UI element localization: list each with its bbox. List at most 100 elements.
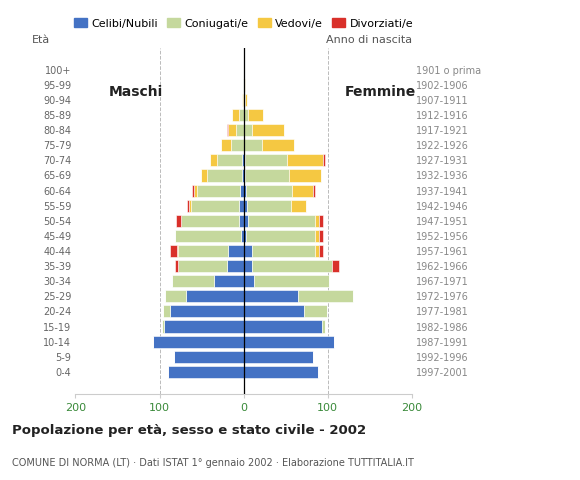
Bar (242, 155, 244, 167)
Bar (315, 245, 319, 257)
Bar (176, 215, 180, 227)
Bar (244, 321, 322, 333)
Bar (165, 290, 186, 302)
Bar (246, 230, 315, 242)
Bar (162, 321, 164, 333)
Bar (168, 366, 244, 378)
Bar (244, 305, 304, 317)
Bar (214, 275, 244, 287)
Bar (248, 109, 263, 121)
Text: Maschi: Maschi (109, 85, 164, 99)
Bar (240, 184, 244, 197)
Bar (252, 245, 315, 257)
Bar (180, 215, 182, 227)
Bar (238, 215, 244, 227)
Bar (244, 79, 245, 91)
Bar (287, 155, 322, 167)
Bar (187, 200, 189, 212)
Bar (186, 290, 244, 302)
Bar (244, 275, 253, 287)
Bar (319, 215, 324, 227)
Text: COMUNE DI NORMA (LT) · Dati ISTAT 1° gennaio 2002 · Elaborazione TUTTITALIA.IT: COMUNE DI NORMA (LT) · Dati ISTAT 1° gen… (12, 457, 414, 468)
Bar (289, 169, 321, 181)
Legend: Celibi/Nubili, Coniugati/e, Vedovi/e, Divorziati/e: Celibi/Nubili, Coniugati/e, Vedovi/e, Di… (69, 14, 418, 33)
Bar (244, 169, 245, 181)
Bar (244, 215, 248, 227)
Bar (244, 184, 246, 197)
Bar (217, 155, 242, 167)
Bar (178, 245, 229, 257)
Bar (322, 321, 325, 333)
Bar (247, 200, 291, 212)
Bar (298, 290, 353, 302)
Bar (194, 184, 197, 197)
Bar (243, 79, 244, 91)
Bar (197, 184, 240, 197)
Bar (315, 230, 319, 242)
Bar (242, 169, 244, 181)
Bar (191, 200, 240, 212)
Bar (244, 155, 245, 167)
Bar (169, 305, 244, 317)
Bar (163, 305, 169, 317)
Bar (164, 321, 244, 333)
Bar (245, 155, 287, 167)
Bar (332, 260, 339, 272)
Bar (253, 275, 329, 287)
Bar (232, 109, 238, 121)
Bar (174, 351, 244, 363)
Bar (252, 260, 332, 272)
Bar (177, 245, 178, 257)
Bar (221, 139, 231, 151)
Bar (171, 245, 177, 257)
Bar (244, 351, 313, 363)
Bar (244, 124, 252, 136)
Bar (252, 124, 284, 136)
Bar (291, 200, 306, 212)
Bar (231, 139, 244, 151)
Bar (313, 184, 315, 197)
Bar (241, 230, 244, 242)
Bar (315, 215, 319, 227)
Bar (319, 230, 324, 242)
Bar (244, 109, 248, 121)
Bar (175, 260, 178, 272)
Bar (178, 260, 227, 272)
Bar (304, 305, 327, 317)
Bar (189, 200, 191, 212)
Bar (227, 124, 236, 136)
Bar (244, 366, 318, 378)
Bar (242, 94, 243, 106)
Bar (182, 215, 238, 227)
Bar (244, 336, 335, 348)
Bar (262, 139, 294, 151)
Bar (245, 94, 247, 106)
Bar (175, 230, 176, 242)
Bar (229, 245, 244, 257)
Bar (245, 169, 289, 181)
Text: Anno di nascita: Anno di nascita (326, 35, 412, 45)
Bar (201, 169, 206, 181)
Bar (210, 155, 217, 167)
Bar (243, 94, 244, 106)
Bar (172, 275, 214, 287)
Bar (244, 200, 247, 212)
Bar (153, 336, 244, 348)
Bar (322, 155, 325, 167)
Bar (176, 230, 241, 242)
Bar (244, 290, 298, 302)
Bar (248, 215, 315, 227)
Bar (244, 139, 262, 151)
Bar (319, 245, 324, 257)
Bar (227, 260, 244, 272)
Bar (240, 200, 244, 212)
Bar (292, 184, 313, 197)
Bar (238, 109, 244, 121)
Text: Popolazione per età, sesso e stato civile - 2002: Popolazione per età, sesso e stato civil… (12, 424, 366, 437)
Bar (244, 94, 245, 106)
Bar (244, 245, 252, 257)
Bar (246, 184, 292, 197)
Text: Femmine: Femmine (345, 85, 416, 99)
Bar (236, 124, 244, 136)
Bar (244, 230, 246, 242)
